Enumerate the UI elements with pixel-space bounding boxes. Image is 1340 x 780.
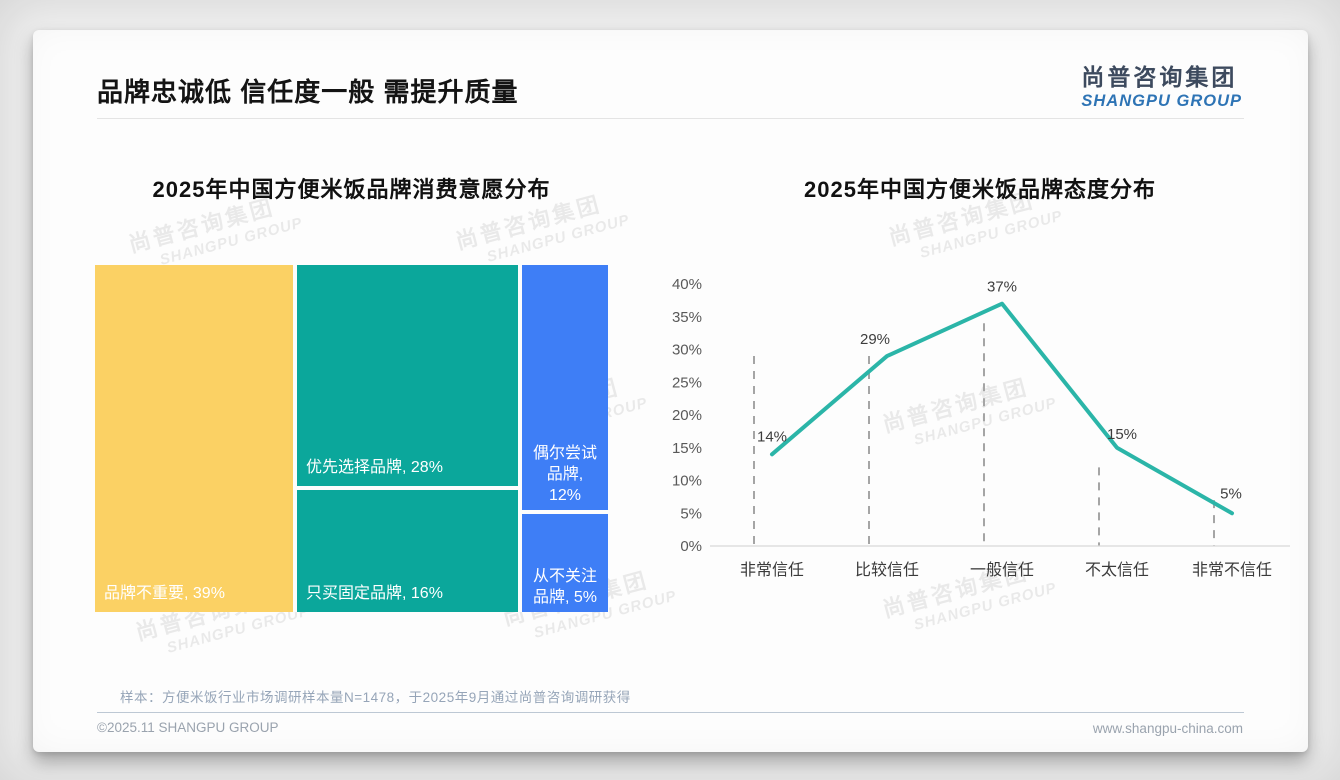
line-chart-title: 2025年中国方便米饭品牌态度分布	[804, 177, 1156, 202]
page-title: 品牌忠诚低 信任度一般 需提升质量	[97, 77, 519, 107]
footer-divider	[97, 712, 1244, 713]
treemap-segment-label: 优先选择品牌, 28%	[306, 459, 443, 476]
treemap-segment-prefer-brand: 优先选择品牌, 28%	[297, 265, 518, 486]
treemap-segment-occasionally-try: 偶尔尝试 品牌, 12%	[522, 265, 608, 510]
treemap-segment-label: 从不关注 品牌, 5%	[532, 568, 598, 606]
svg-text:40%: 40%	[672, 276, 702, 293]
sample-note: 样本：方便米饭行业市场调研样本量N=1478，于2025年9月通过尚普咨询调研获…	[120, 690, 631, 705]
svg-text:20%: 20%	[672, 407, 702, 424]
svg-text:29%: 29%	[860, 331, 890, 348]
treemap-chart-title: 2025年中国方便米饭品牌消费意愿分布	[152, 177, 551, 202]
svg-text:不太信任: 不太信任	[1085, 561, 1149, 579]
treemap-segment-brand-not-important: 品牌不重要, 39%	[95, 265, 293, 612]
svg-text:15%: 15%	[672, 440, 702, 457]
svg-text:14%: 14%	[757, 428, 787, 445]
svg-text:一般信任: 一般信任	[970, 561, 1034, 579]
treemap-segment-fixed-brand-only: 只买固定品牌, 16%	[297, 490, 518, 612]
website-text: www.shangpu-china.com	[1092, 721, 1243, 736]
logo-chinese-text: 尚普咨询集团	[1081, 64, 1238, 90]
treemap-chart: 品牌不重要, 39% 优先选择品牌, 28% 只买固定品牌, 16% 偶尔尝试 …	[95, 265, 608, 612]
svg-text:非常不信任: 非常不信任	[1192, 561, 1272, 579]
svg-text:非常信任: 非常信任	[740, 561, 804, 579]
logo-english-text: SHANGPU GROUP	[1081, 92, 1242, 110]
treemap-segment-never-care: 从不关注 品牌, 5%	[522, 514, 608, 612]
treemap-segment-label: 只买固定品牌, 16%	[306, 585, 443, 602]
copyright-text: ©2025.11 SHANGPU GROUP	[97, 720, 279, 735]
svg-text:5%: 5%	[1220, 485, 1242, 502]
company-logo: 尚普咨询集团 SHANGPU GROUP	[1081, 58, 1242, 111]
header-divider	[97, 118, 1244, 119]
slide-card: 品牌忠诚低 信任度一般 需提升质量 尚普咨询集团 SHANGPU GROUP 尚…	[33, 30, 1308, 752]
treemap-segment-label: 偶尔尝试 品牌, 12%	[532, 445, 597, 504]
svg-text:37%: 37%	[987, 279, 1017, 296]
svg-text:30%: 30%	[672, 342, 702, 359]
treemap-segment-label: 品牌不重要, 39%	[104, 585, 225, 602]
svg-text:比较信任: 比较信任	[855, 561, 919, 579]
svg-text:15%: 15%	[1107, 426, 1137, 443]
svg-text:35%: 35%	[672, 309, 702, 326]
svg-text:0%: 0%	[680, 538, 702, 555]
svg-text:5%: 5%	[680, 505, 702, 522]
line-chart: 0% 5% 10% 15% 20% 25% 30% 35% 40% 14% 29% 37% 15% 5% 非…	[672, 276, 1290, 579]
svg-text:10%: 10%	[672, 473, 702, 490]
svg-text:25%: 25%	[672, 374, 702, 391]
